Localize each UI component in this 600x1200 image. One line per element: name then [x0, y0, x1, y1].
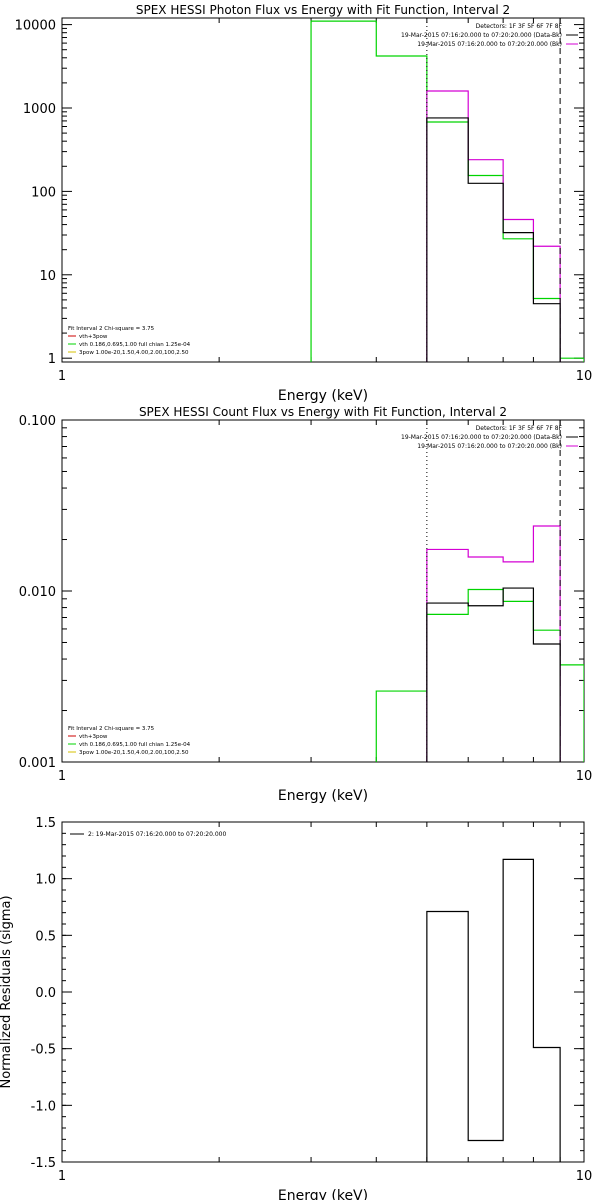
legend-bottom-left-text: vth+3pow — [79, 734, 108, 740]
x-tick-label: 1 — [58, 1169, 66, 1184]
series-magenta-histogram — [426, 90, 561, 362]
series-magenta-histogram — [426, 525, 561, 762]
legend-bottom-left-text: 3pow 1.00e-20,1.50,4.00,2.00,100,2.50 — [79, 350, 189, 356]
y-tick-label: 0.0 — [35, 986, 56, 1001]
legend-top-right-text: 19-Mar-2015 07:16:20.000 to 07:20:20.000… — [401, 434, 562, 441]
y-tick-label: 1.0 — [35, 873, 56, 888]
y-tick-label: 10000 — [15, 19, 56, 34]
chart-title: SPEX HESSI Photon Flux vs Energy with Fi… — [136, 3, 510, 17]
y-tick-label: 0.010 — [19, 585, 56, 600]
y-tick-label: -0.5 — [31, 1043, 56, 1058]
y-axis-label: Normalized Residuals (sigma) — [0, 895, 14, 1088]
legend-top-right-text: Detectors: 1F 3F 5F 6F 7F 8F — [476, 23, 563, 30]
plot-frame — [61, 17, 585, 363]
x-axis-label: Energy (keV) — [278, 388, 368, 404]
y-tick-label: 1000 — [23, 102, 56, 117]
series-black-histogram — [426, 587, 561, 762]
legend-top-left-text: 2: 19-Mar-2015 07:16:20.000 to 07:20:20.… — [88, 831, 226, 838]
y-tick-label: 100 — [31, 185, 56, 200]
chart-panel-3: 1 10 -1.5 -1.0 -0.5 0.0 0.5 1.0 1.5 Energy (keV) N… — [0, 816, 592, 1200]
plot-area — [375, 525, 584, 762]
series-green-histogram — [310, 20, 584, 362]
x-axis-label: Energy (keV) — [278, 1188, 368, 1200]
y-tick-label: 0.001 — [19, 756, 56, 771]
legend-bottom-left-text: vth 0.186,0.695,1.00 full chian 1.25e-04 — [79, 742, 191, 748]
plot-area — [426, 858, 561, 1162]
y-tick-label: 0.100 — [19, 414, 56, 429]
legend-top-right-text: 19-Mar-2015 07:16:20.000 to 07:20:20.000… — [401, 32, 562, 39]
y-tick-label: -1.5 — [31, 1156, 56, 1171]
legend-top-right-text: 19-Mar-2015 07:16:20.000 to 07:20:20.000… — [417, 443, 562, 450]
x-tick-label: 10 — [576, 769, 593, 784]
legend-bottom-left-text: vth 0.186,0.695,1.00 full chian 1.25e-04 — [79, 342, 191, 348]
series-black-histogram — [426, 117, 561, 362]
x-axis-label: Energy (keV) — [278, 788, 368, 804]
x-tick-label: 10 — [576, 369, 593, 384]
y-tick-label: 0.5 — [35, 929, 56, 944]
legend-bottom-left-text: 3pow 1.00e-20,1.50,4.00,2.00,100,2.50 — [79, 750, 189, 756]
y-tick-label: -1.0 — [31, 1099, 56, 1114]
x-tick-label: 1 — [58, 769, 66, 784]
legend-bottom-left-text: Fit Interval 2 Chi-square = 3.75 — [68, 326, 155, 332]
chart-panel-2: 1 10 0.001 0.010 0.100 SPEX HESSI Count Flux … — [19, 405, 592, 804]
series-black-histogram — [426, 858, 561, 1162]
plot-area — [310, 20, 584, 362]
series-green-histogram — [375, 588, 584, 762]
legend-top-right-text: Detectors: 1F 3F 5F 6F 7F 8F — [476, 425, 563, 432]
y-tick-label: 1 — [48, 352, 56, 367]
x-tick-label: 1 — [58, 369, 66, 384]
x-tick-label: 10 — [576, 1169, 593, 1184]
y-tick-label: 10 — [39, 269, 56, 284]
legend-top-right-text: 19-Mar-2015 07:16:20.000 to 07:20:20.000… — [417, 41, 562, 48]
chart-panel-1: 1 10 1 10 100 1000 10000 SPEX HESSI Photon Flux… — [15, 3, 593, 404]
chart-title: SPEX HESSI Count Flux vs Energy with Fit… — [139, 405, 507, 419]
y-tick-label: 1.5 — [35, 816, 56, 831]
plot-frame — [61, 419, 585, 763]
legend-bottom-left-text: Fit Interval 2 Chi-square = 3.75 — [68, 726, 155, 732]
plot-frame — [61, 821, 585, 1163]
legend-bottom-left-text: vth+3pow — [79, 334, 108, 340]
